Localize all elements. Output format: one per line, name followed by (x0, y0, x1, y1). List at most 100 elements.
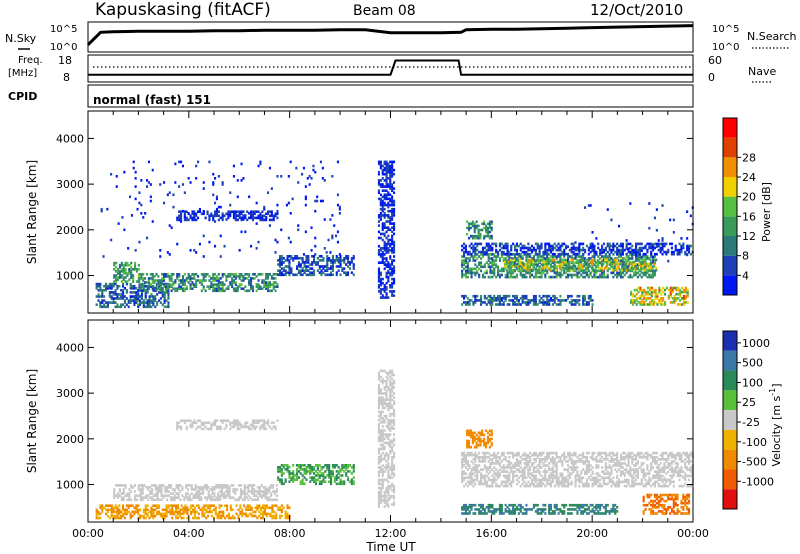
range-cell-6 (383, 253, 386, 256)
range-cell-3 (296, 265, 299, 268)
range-cell-1 (207, 496, 210, 499)
range-cell-3 (305, 261, 308, 264)
range-cell-7 (557, 255, 560, 258)
range-cell-2 (232, 275, 235, 278)
range-cell-6 (393, 251, 396, 254)
range-cell-7 (585, 271, 588, 275)
range-cell-3 (331, 470, 334, 473)
range-cell-6 (391, 189, 394, 192)
range-cell-10 (555, 297, 558, 300)
range-cell-0 (95, 512, 98, 516)
range-cell-2 (176, 427, 179, 431)
range-cell-0 (271, 514, 274, 518)
range-cell-8 (590, 262, 593, 266)
range-cell-9 (506, 244, 509, 248)
range-cell-9 (544, 244, 547, 248)
range-cell-1 (118, 265, 121, 269)
range-cell-0 (142, 287, 145, 290)
range-cell-3 (297, 466, 300, 469)
range-cell-0 (167, 297, 170, 300)
range-cell-3 (290, 267, 293, 270)
range-cell-9 (514, 248, 517, 252)
range-cell-2 (202, 427, 205, 431)
range-cell-0 (169, 504, 172, 507)
range-cell-1 (113, 274, 116, 277)
range-cell-5 (276, 240, 279, 244)
range-cell-3 (343, 271, 346, 274)
range-cell-10 (489, 299, 492, 302)
range-cell-3 (320, 472, 323, 475)
range-cell-9 (642, 252, 645, 256)
range-cell-7 (618, 273, 621, 277)
range-cell-10 (515, 294, 518, 298)
range-cell-4 (391, 412, 394, 416)
range-cell-2 (208, 275, 211, 278)
range-cell-2 (217, 425, 220, 429)
range-cell-0 (103, 303, 106, 306)
range-cell-4 (381, 404, 384, 408)
range-cell-8 (513, 258, 516, 262)
range-cell-2 (161, 273, 164, 276)
range-cell-6 (393, 160, 396, 164)
range-cell-9 (688, 246, 691, 250)
range-cell-1 (130, 486, 133, 489)
range-cell-1 (258, 494, 261, 497)
range-cell-1 (253, 498, 256, 502)
range-cell-11 (656, 294, 659, 298)
range-cell-10 (591, 303, 594, 306)
range-cell-10 (534, 294, 537, 298)
range-cell-8 (519, 264, 522, 268)
range-cell-6 (377, 183, 380, 186)
range-cell-0 (250, 506, 253, 510)
range-cell-7 (489, 271, 492, 275)
range-cell-1 (241, 492, 244, 495)
range-cell-4 (379, 437, 382, 441)
range-cell-0 (161, 295, 164, 298)
range-cell-0 (222, 512, 225, 516)
range-cell-4 (246, 218, 249, 222)
range-cell-1 (134, 490, 137, 493)
range-cell-8 (545, 260, 548, 264)
range-cell-4 (379, 466, 382, 469)
range-cell-5 (130, 214, 133, 217)
range-cell-0 (101, 508, 104, 512)
range-cell-7 (478, 267, 481, 271)
range-cell-0 (214, 510, 217, 514)
range-cell-2 (250, 287, 253, 290)
range-cell-6 (391, 209, 394, 213)
range-cell-4 (238, 212, 241, 216)
range-cell-4 (381, 484, 384, 488)
range-cell-2 (267, 423, 270, 427)
range-cell-10 (480, 297, 483, 300)
range-cell-6 (383, 216, 386, 219)
range-cell-2 (204, 273, 207, 276)
range-cell-1 (234, 498, 237, 502)
range-cell-2 (170, 279, 173, 282)
range-cell-0 (110, 506, 113, 510)
range-cell-0 (152, 289, 155, 292)
range-cell-6 (387, 242, 390, 246)
range-cell-5 (308, 175, 311, 178)
range-cell-12 (477, 230, 480, 234)
range-cell-7 (610, 271, 613, 275)
range-cell-0 (103, 295, 106, 298)
range-cell-10 (534, 299, 537, 302)
range-cell-2 (238, 277, 241, 280)
range-cell-0 (222, 510, 225, 514)
range-cell-5 (232, 175, 235, 178)
range-cell-10 (529, 301, 532, 304)
range-cell-0 (108, 516, 111, 520)
range-cell-0 (135, 293, 138, 296)
range-cell-0 (95, 282, 98, 286)
range-cell-8 (541, 258, 544, 262)
range-cell-0 (105, 508, 108, 512)
range-cell-7 (612, 267, 615, 271)
range-cell-10 (546, 299, 549, 302)
range-cell-0 (139, 299, 142, 302)
range-cell-9 (527, 242, 530, 246)
range-cell-1 (247, 494, 250, 497)
range-cell-5 (223, 244, 226, 248)
range-cell-3 (322, 474, 325, 477)
range-cell-9 (610, 248, 613, 252)
range-cell-11 (635, 292, 638, 296)
